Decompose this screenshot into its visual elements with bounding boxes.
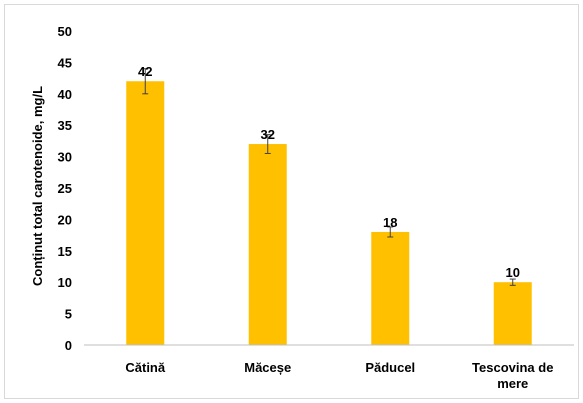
y-tick-label: 5 bbox=[65, 307, 72, 322]
data-label: 32 bbox=[261, 127, 275, 142]
chart-frame bbox=[4, 4, 579, 399]
data-label: 42 bbox=[138, 64, 152, 79]
error-bar bbox=[509, 278, 516, 286]
y-tick-label: 50 bbox=[58, 24, 72, 39]
error-bar bbox=[142, 68, 149, 95]
x-category-label: Măceșe bbox=[244, 360, 291, 375]
y-tick-label: 40 bbox=[58, 87, 72, 102]
x-axis-categories: Cătină Măceșe Păducel Tescovina de mere bbox=[125, 360, 553, 391]
x-category-label: Păducel bbox=[365, 360, 415, 375]
y-tick-label: 45 bbox=[58, 55, 72, 70]
data-label: 10 bbox=[506, 265, 520, 280]
bar bbox=[371, 231, 410, 345]
data-labels: 42 32 18 10 bbox=[138, 64, 520, 280]
error-bar bbox=[264, 134, 271, 154]
bar bbox=[248, 144, 287, 345]
y-axis-ticks: 0 5 10 15 20 25 30 35 40 45 50 bbox=[58, 24, 72, 353]
y-axis-title: Conținut total carotenoide, mg/L bbox=[30, 86, 45, 286]
bar bbox=[493, 282, 532, 345]
bar bbox=[126, 81, 165, 346]
y-tick-label: 15 bbox=[58, 244, 72, 259]
x-category-label: Tescovina de mere bbox=[472, 360, 553, 391]
x-category-label: Cătină bbox=[125, 360, 166, 375]
bars bbox=[126, 81, 532, 346]
y-tick-label: 30 bbox=[58, 150, 72, 165]
y-tick-label: 10 bbox=[58, 275, 72, 290]
data-label: 18 bbox=[383, 215, 397, 230]
y-tick-label: 20 bbox=[58, 212, 72, 227]
y-tick-label: 35 bbox=[58, 118, 72, 133]
y-tick-label: 25 bbox=[58, 181, 72, 196]
y-tick-label: 0 bbox=[65, 338, 72, 353]
error-bar bbox=[387, 226, 394, 238]
error-bars bbox=[142, 68, 516, 286]
